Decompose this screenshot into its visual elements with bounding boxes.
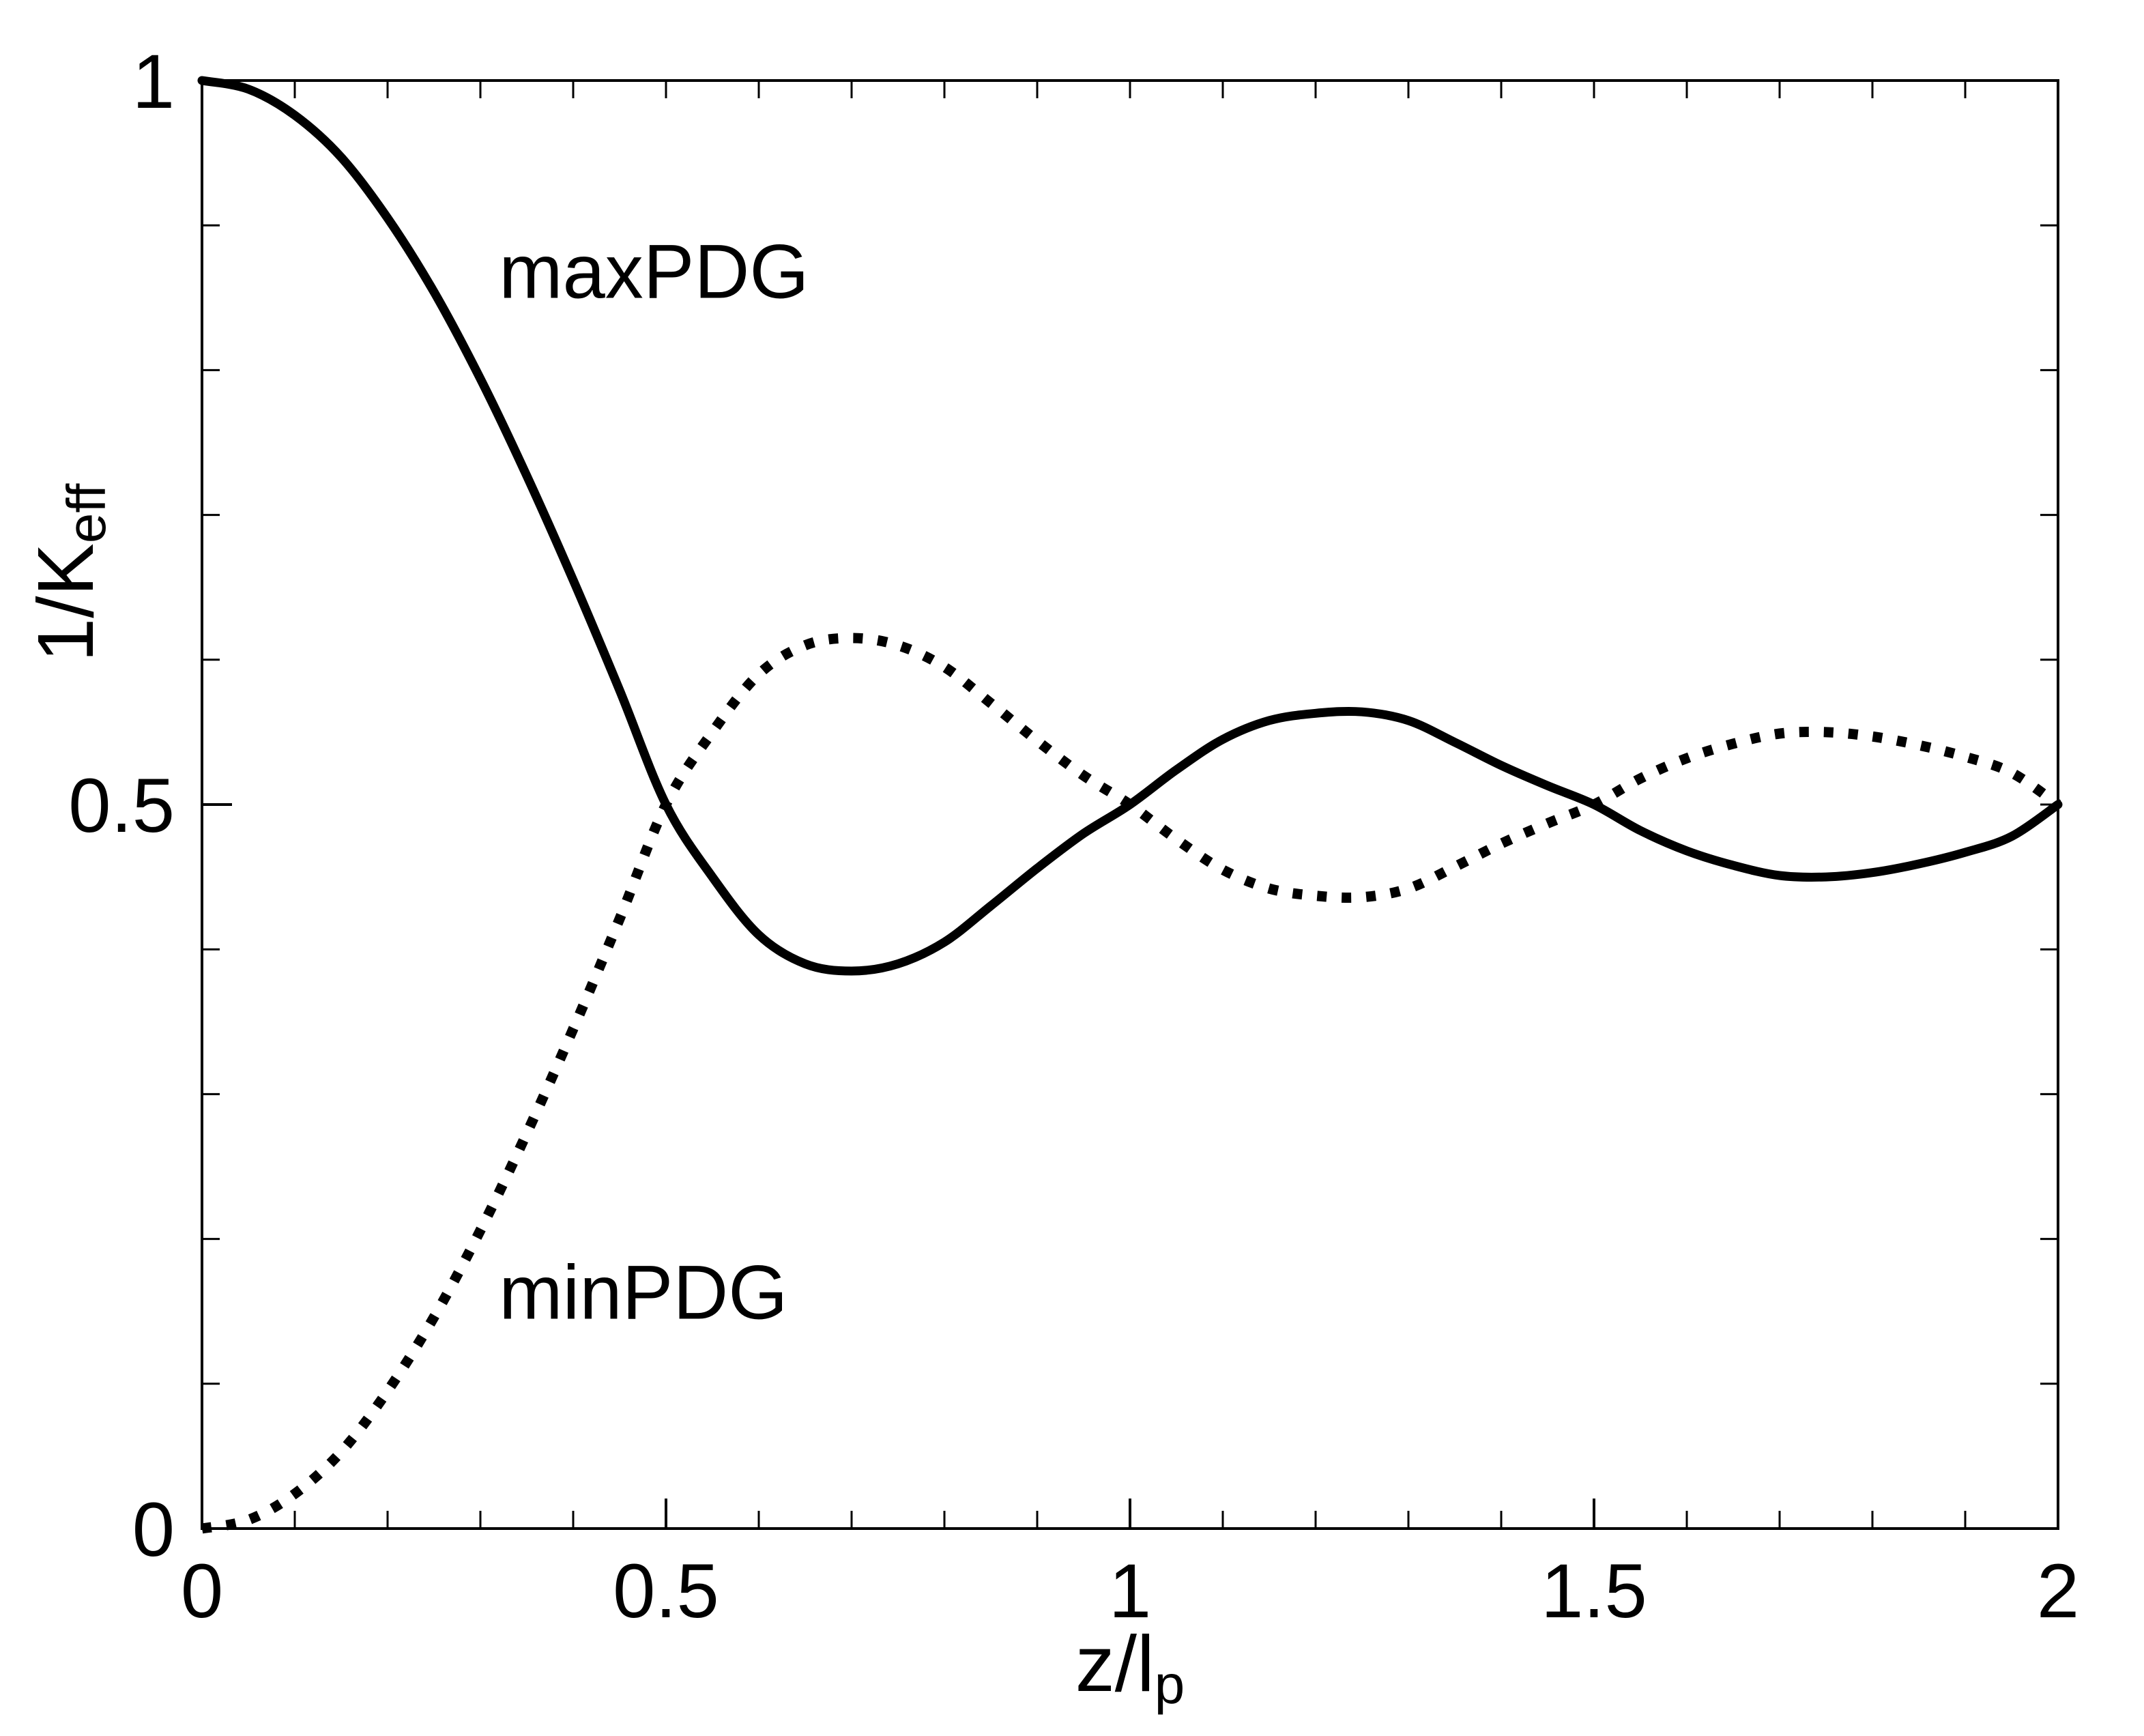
x-axis-label-base: z/l xyxy=(1075,1619,1155,1708)
x-tick-label: 1 xyxy=(1109,1548,1151,1634)
x-tick-label: 2 xyxy=(2037,1548,2079,1634)
x-axis-label-sub: p xyxy=(1155,1654,1185,1715)
y-tick-label: 0 xyxy=(132,1487,175,1572)
annotations: maxPDG minPDG xyxy=(499,229,809,1335)
y-axis-label: 1/Keff xyxy=(21,483,117,662)
series-layer xyxy=(197,76,2063,1534)
annotation-minpdg: minPDG xyxy=(499,1249,787,1335)
y-tick-label: 0.5 xyxy=(68,763,175,848)
y-tick-label: 1 xyxy=(132,39,175,124)
minor-ticks xyxy=(201,79,2059,1530)
plot-frame xyxy=(201,79,2059,1530)
x-tick-label: 0.5 xyxy=(613,1548,719,1634)
series-line-minpdg xyxy=(201,633,2061,1534)
y-axis-label-base: 1/K xyxy=(21,543,110,662)
tick-labels: 0 0.5 1 1.5 2 0 0.5 1 xyxy=(68,39,2079,1634)
series-line-maxpdg xyxy=(197,76,2063,976)
x-tick-label: 1.5 xyxy=(1541,1548,1647,1634)
annotation-maxpdg: maxPDG xyxy=(499,229,809,314)
x-axis-label: z/lp xyxy=(1075,1619,1185,1715)
y-axis-label-sub: eff xyxy=(56,483,117,543)
x-tick-label: 0 xyxy=(181,1548,223,1634)
